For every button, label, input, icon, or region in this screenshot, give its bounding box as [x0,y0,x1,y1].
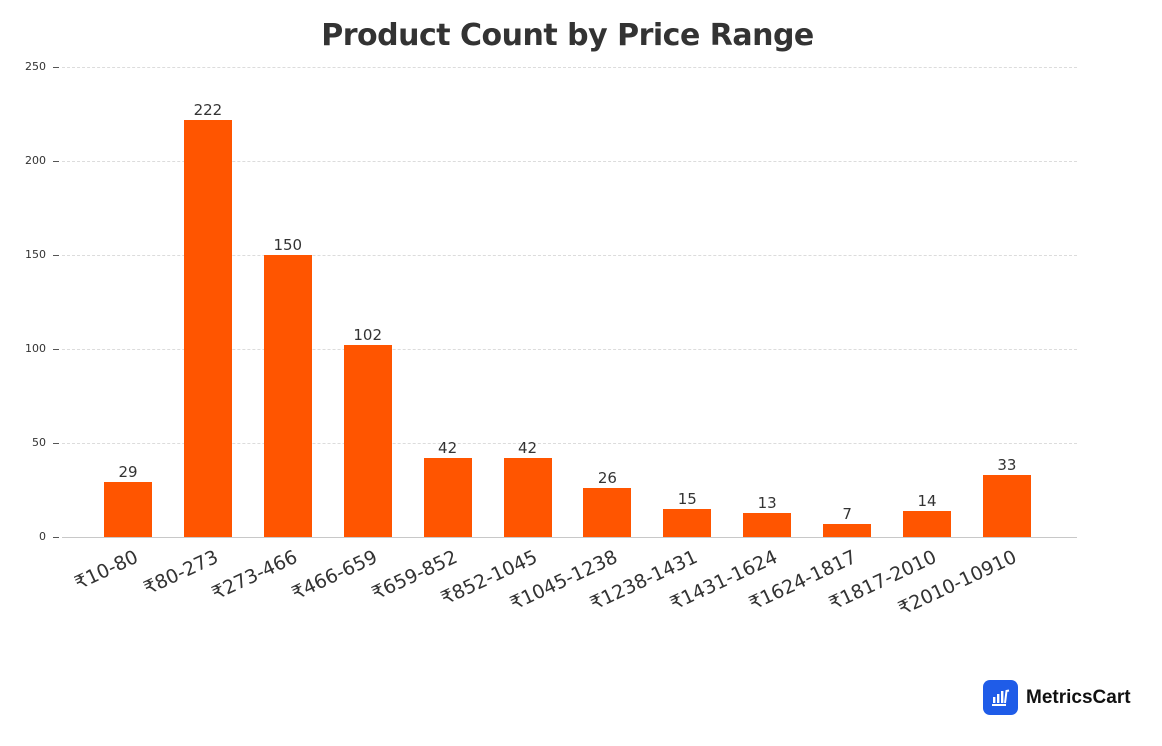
gridline [62,67,1077,68]
y-tick-label: 200 [25,154,46,167]
x-axis-line [62,537,1077,538]
bar[interactable] [343,345,392,537]
y-tick-mark [53,537,59,538]
gridline [62,443,1077,444]
bar[interactable] [104,482,152,537]
bar-value-label: 150 [273,236,303,254]
y-tick-label: 150 [25,248,46,261]
bar-value-label: 33 [997,455,1017,474]
bar-value-label: 222 [193,100,223,119]
y-tick-mark [53,67,59,68]
bar[interactable] [423,458,472,537]
bar[interactable] [743,512,792,537]
bar-value-label: 14 [917,491,937,510]
y-tick-mark [53,443,59,444]
bar-value-label: 15 [677,489,697,508]
bar[interactable] [583,488,632,537]
bar[interactable] [503,458,552,537]
bar-value-label: 29 [118,463,138,482]
y-tick-mark [53,255,59,256]
bar-value-label: 26 [597,469,617,488]
gridline [62,255,1077,256]
bar-value-label: 42 [438,439,458,458]
y-tick-mark [53,161,59,162]
y-tick-label: 250 [25,60,46,73]
x-tick-label: ₹466-659 [288,546,382,605]
y-tick-label: 0 [39,530,46,543]
y-tick-mark [53,349,59,350]
bar-value-label: 7 [842,504,852,523]
gridline [62,161,1077,162]
x-tick-label: ₹80-273 [139,546,222,600]
bar[interactable] [823,523,872,537]
y-tick-label: 50 [32,436,46,449]
bar-value-label: 102 [353,326,382,345]
brand-name: MetricsCart [1026,686,1131,708]
bar[interactable] [982,474,1031,537]
metricscart-icon [983,680,1018,715]
brand-logo: MetricsCart [983,680,1131,715]
bar[interactable] [903,510,951,537]
bar[interactable] [663,508,712,537]
chart-title: Product Count by Price Range [321,18,814,53]
bar[interactable] [183,119,232,537]
bar[interactable] [263,255,312,537]
gridline [62,349,1077,350]
x-tick-label: ₹273-466 [208,546,302,605]
bar-value-label: 42 [517,439,538,458]
y-tick-label: 100 [25,342,46,355]
bar-value-label: 13 [757,493,777,512]
x-tick-label: ₹10-80 [70,546,142,595]
